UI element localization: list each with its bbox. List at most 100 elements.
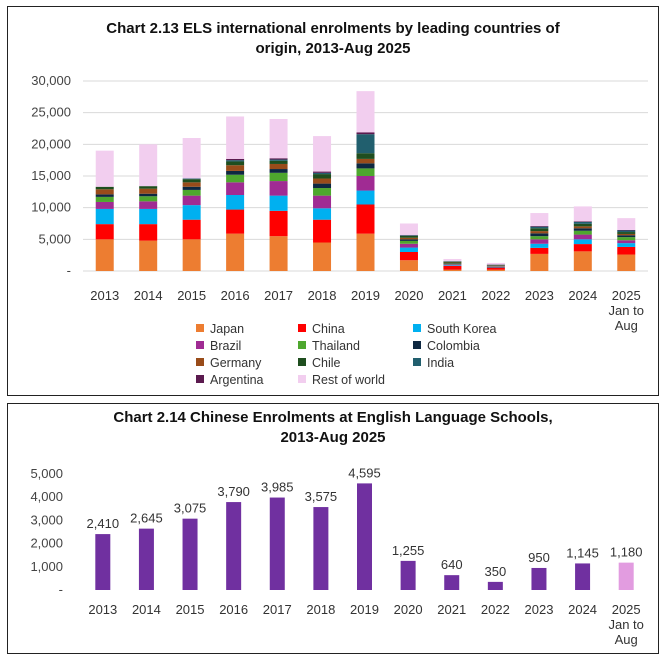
x-tick-label: 2024 bbox=[568, 288, 597, 303]
bar-segment-chile bbox=[182, 179, 201, 183]
chart-panel-chinese-enrolments: Chart 2.14 Chinese Enrolments at English… bbox=[7, 403, 659, 654]
bar-segment-brazil bbox=[182, 195, 201, 206]
bar-segment-chile bbox=[139, 186, 158, 189]
bar-segment-china bbox=[486, 267, 505, 270]
chart-title: Chart 2.13 ELS international enrolments … bbox=[8, 19, 658, 59]
bar-segment-rest-of-world bbox=[139, 144, 158, 187]
bar-segment-thailand bbox=[443, 263, 462, 265]
legend-item: South Korea bbox=[413, 322, 497, 336]
bar-segment-rest-of-world bbox=[486, 262, 505, 265]
y-tick-label: 15,000 bbox=[31, 168, 71, 183]
legend-label: Japan bbox=[210, 322, 245, 336]
chart-title-line2: origin, 2013-Aug 2025 bbox=[255, 40, 411, 57]
bar-segment-thailand bbox=[399, 240, 418, 244]
x-tick-label: 2025 Jan to Aug bbox=[609, 288, 644, 333]
x-tick-label: 2013 bbox=[88, 602, 117, 617]
bar-segment-rest-of-world bbox=[617, 218, 636, 230]
bar bbox=[226, 502, 242, 590]
legend-swatch bbox=[298, 341, 306, 349]
bar-segment-argentina bbox=[356, 132, 375, 135]
data-label: 3,575 bbox=[305, 489, 338, 504]
bar-segment-brazil bbox=[95, 201, 114, 209]
bar-segment-japan bbox=[139, 240, 158, 271]
bar-segment-thailand bbox=[139, 196, 158, 202]
legend-item: China bbox=[298, 322, 345, 336]
bar-segment-japan bbox=[313, 242, 332, 271]
bar-segment-germany bbox=[617, 233, 636, 236]
bar-segment-china bbox=[443, 265, 462, 270]
x-tick-label: 2020 bbox=[394, 602, 423, 617]
chart-title-line1: Chart 2.14 Chinese Enrolments at English… bbox=[113, 409, 553, 426]
data-label: 1,145 bbox=[566, 545, 599, 560]
bar-segment-brazil bbox=[226, 182, 245, 195]
legend-swatch bbox=[413, 341, 421, 349]
legend-label: Rest of world bbox=[312, 373, 385, 387]
bar bbox=[357, 483, 372, 590]
bar-segment-germany bbox=[530, 231, 549, 234]
y-tick-label: 3,000 bbox=[30, 512, 63, 527]
legend-label: India bbox=[427, 356, 455, 370]
bar-segment-japan bbox=[226, 233, 245, 271]
y-tick-label: - bbox=[67, 263, 71, 278]
bar-segment-chile bbox=[269, 160, 288, 164]
x-tick-label: 2014 bbox=[134, 288, 163, 303]
bar-segment-chile bbox=[617, 232, 636, 234]
chart-title-line2: 2013-Aug 2025 bbox=[280, 429, 386, 446]
bar-segment-colombia bbox=[573, 228, 592, 231]
bar-segment-rest-of-world bbox=[356, 91, 375, 133]
bar bbox=[575, 563, 591, 590]
bar-segment-south-korea bbox=[399, 247, 418, 252]
bar-segment-japan bbox=[573, 251, 592, 271]
x-tick-label: 2016 bbox=[221, 288, 250, 303]
bar-segment-japan bbox=[443, 269, 462, 271]
bar-segment-india bbox=[530, 226, 549, 229]
bar-segment-south-korea bbox=[617, 243, 636, 247]
bar-segment-china bbox=[399, 252, 418, 261]
stacked-bar-chart: - 5,000 10,000 15,000 20,000 25,000 30,000 2013… bbox=[31, 73, 648, 333]
legend-swatch bbox=[298, 358, 306, 366]
bar-segment-thailand bbox=[226, 174, 245, 183]
bar-segment-argentina bbox=[573, 221, 592, 222]
data-label: 4,595 bbox=[348, 465, 381, 480]
bar bbox=[531, 567, 547, 590]
bar-segment-chile bbox=[399, 235, 418, 238]
bar-segment-germany bbox=[95, 189, 114, 195]
x-tick-label: 2025 Jan to Aug bbox=[608, 602, 643, 647]
legend-swatch bbox=[413, 324, 421, 332]
y-tick-label: 5,000 bbox=[30, 466, 63, 481]
bar-segment-brazil bbox=[486, 266, 505, 267]
bar-segment-india bbox=[617, 230, 636, 233]
bar-segment-chile bbox=[443, 261, 462, 263]
bar bbox=[400, 560, 416, 590]
bar-segment-china bbox=[95, 224, 114, 240]
legend-item: Argentina bbox=[196, 373, 264, 387]
x-tick-label: 2013 bbox=[90, 288, 119, 303]
bar bbox=[138, 528, 154, 590]
y-tick-label: 2,000 bbox=[30, 536, 63, 551]
legend-swatch bbox=[196, 375, 204, 383]
bar-segment-germany bbox=[356, 158, 375, 164]
bar-segment-germany bbox=[573, 226, 592, 229]
bar-segment-germany bbox=[313, 178, 332, 184]
bar-segment-brazil bbox=[573, 234, 592, 240]
y-tick-label: - bbox=[59, 582, 63, 597]
bar-segment-japan bbox=[486, 269, 505, 271]
y-tick-label: 25,000 bbox=[31, 105, 71, 120]
bar-segment-south-korea bbox=[443, 265, 462, 266]
y-tick-label: 10,000 bbox=[31, 200, 71, 215]
legend-swatch bbox=[196, 324, 204, 332]
bar-segment-chile bbox=[95, 186, 114, 190]
y-tick-label: 5,000 bbox=[38, 231, 71, 246]
data-label: 1,255 bbox=[392, 543, 425, 558]
legend-item: Thailand bbox=[298, 339, 360, 353]
bar-segment-thailand bbox=[269, 172, 288, 182]
bar-segment-germany bbox=[182, 182, 201, 187]
bar-segment-rest-of-world bbox=[269, 119, 288, 159]
bar-segment-rest-of-world bbox=[443, 258, 462, 262]
bar-segment-india bbox=[399, 235, 418, 236]
y-tick-label: 20,000 bbox=[31, 136, 71, 151]
bar-segment-germany bbox=[139, 188, 158, 194]
bar-segment-china bbox=[182, 219, 201, 240]
bar-segment-germany bbox=[269, 163, 288, 170]
bar-segment-argentina bbox=[269, 158, 288, 160]
